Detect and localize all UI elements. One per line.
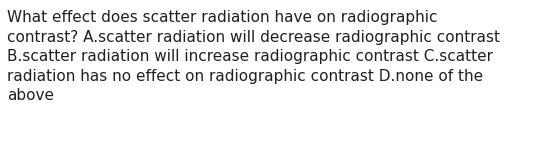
Text: What effect does scatter radiation have on radiographic
contrast? A.scatter radi: What effect does scatter radiation have … — [7, 10, 501, 104]
